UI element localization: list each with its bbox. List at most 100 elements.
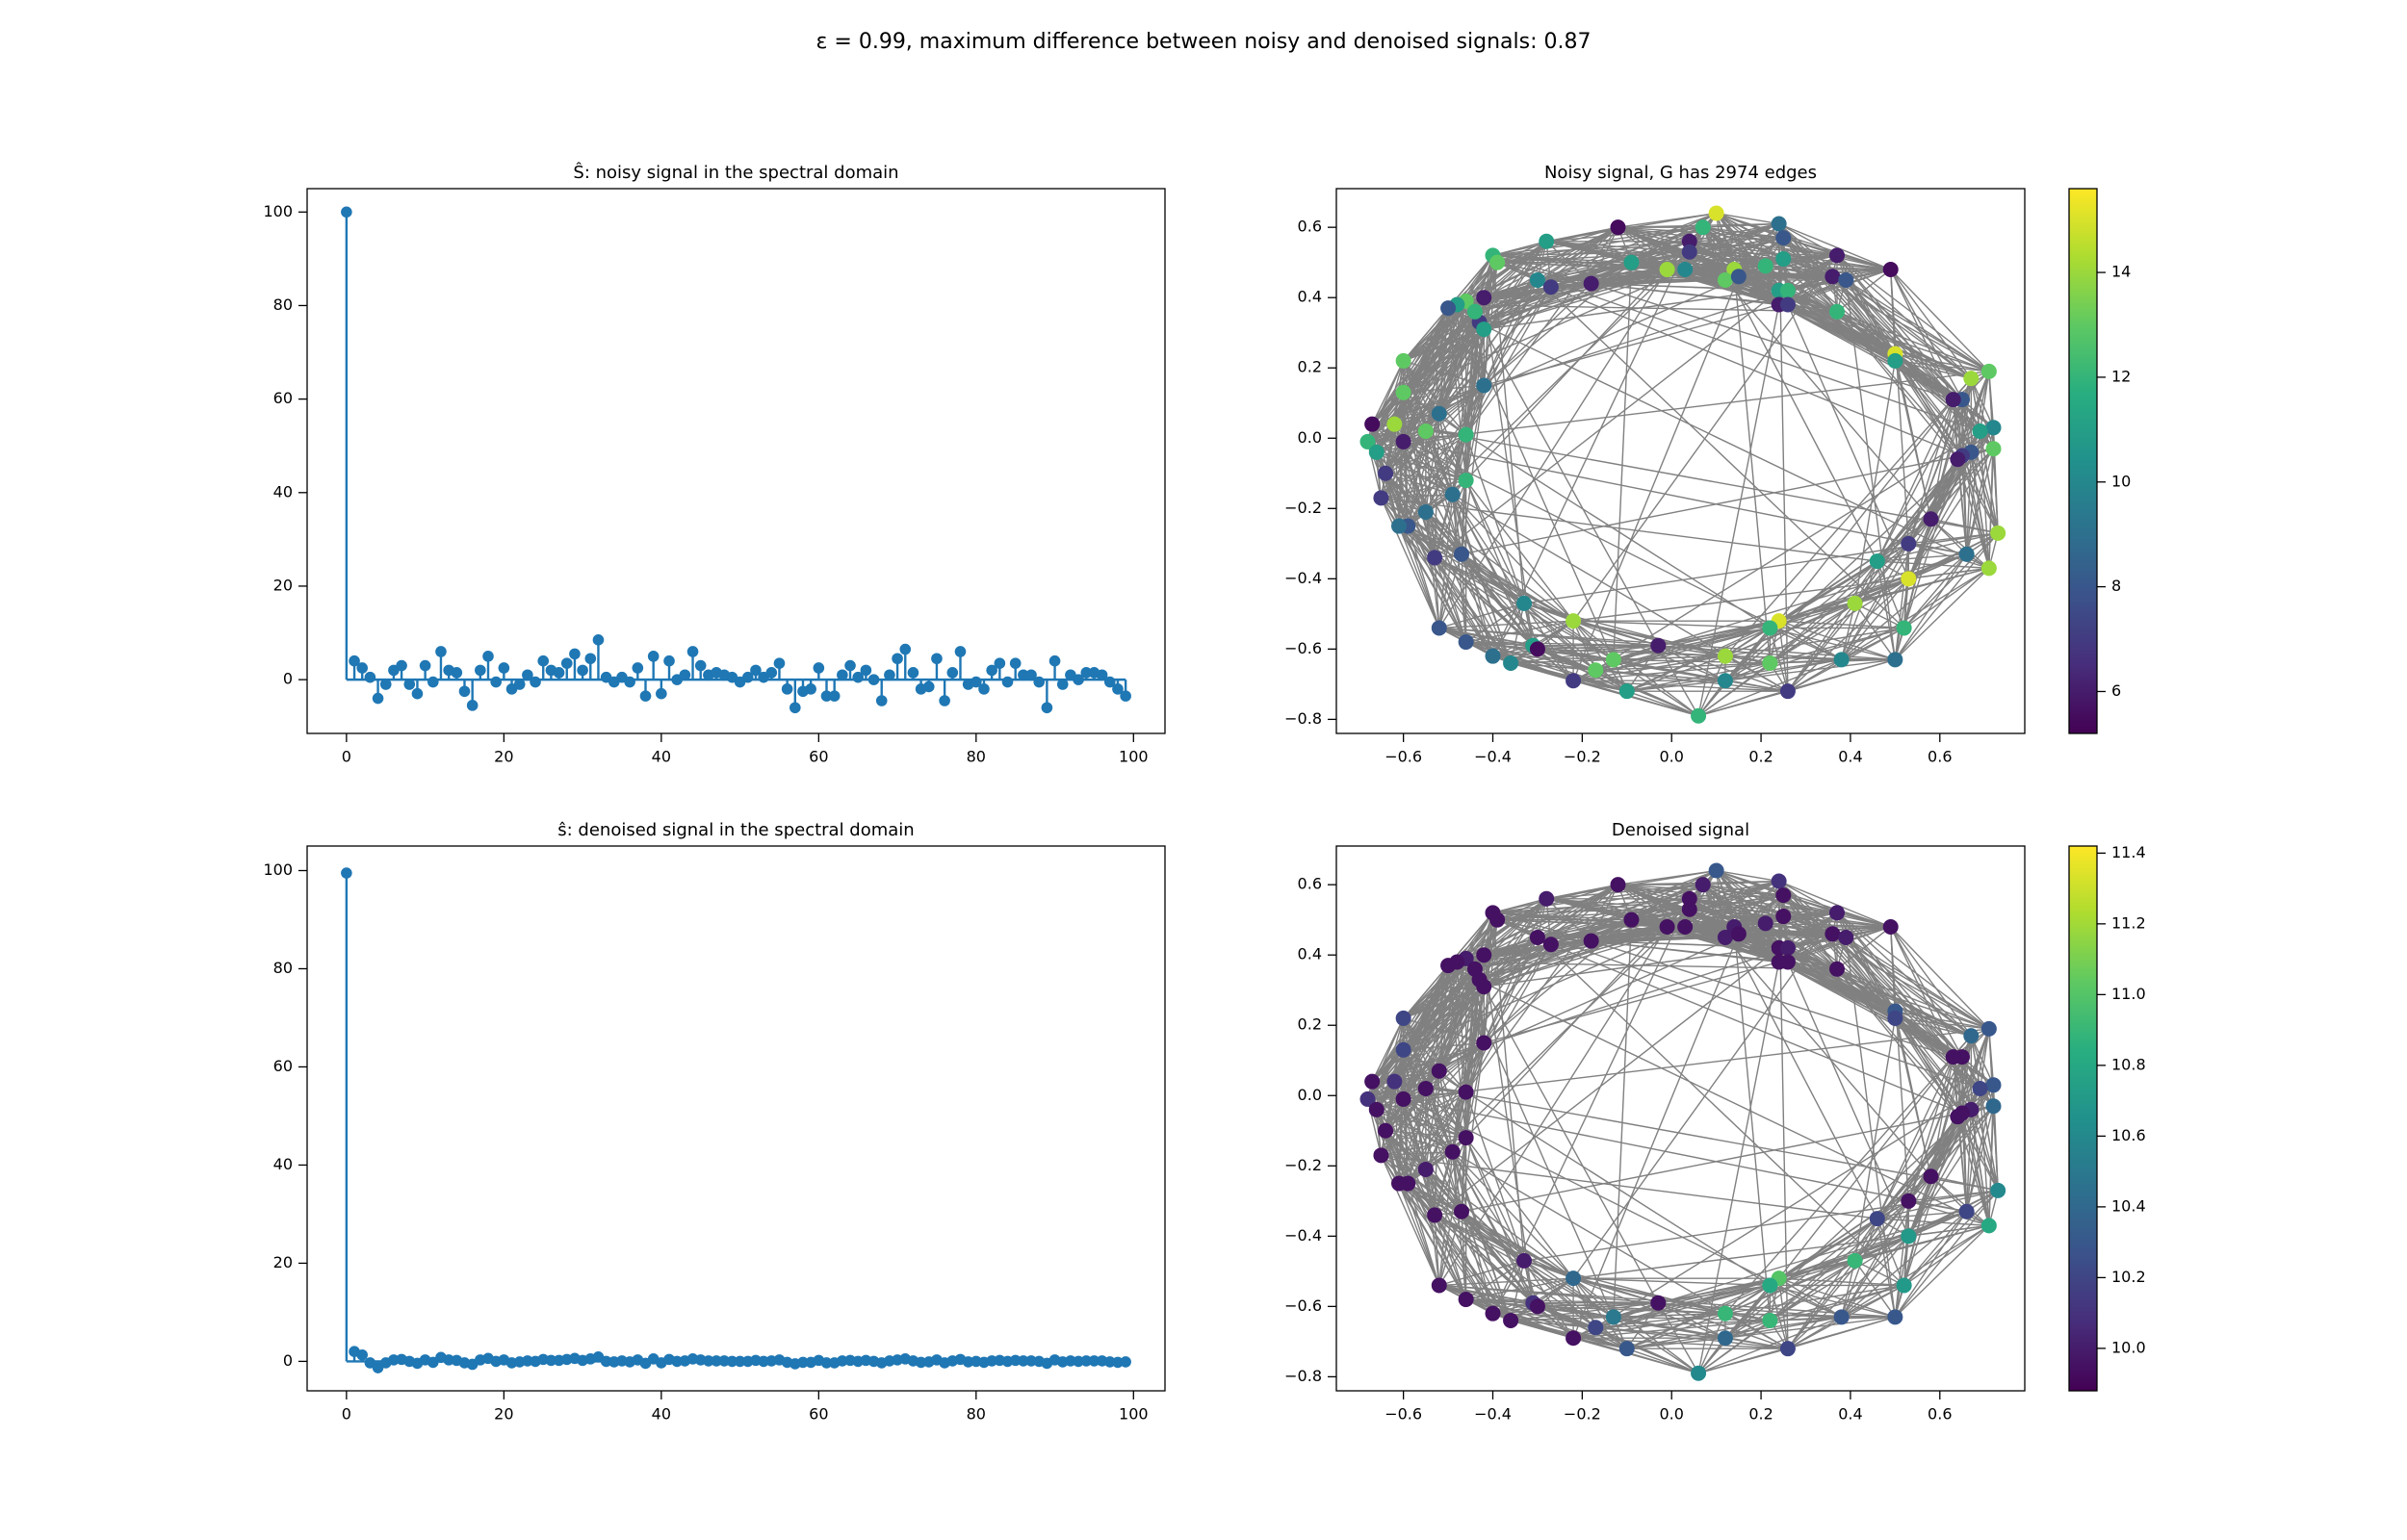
node [1829, 961, 1845, 977]
edge [1457, 303, 1838, 313]
x-tick-label: 0.4 [1838, 1405, 1862, 1424]
x-tick-label: 0.6 [1928, 1405, 1952, 1424]
edge [1398, 1091, 1467, 1184]
edge [1398, 434, 1467, 526]
edge [1537, 909, 1690, 938]
edge [1894, 360, 1972, 453]
edge [1394, 1080, 1999, 1192]
node [1444, 486, 1461, 502]
edge [1484, 241, 1690, 298]
node [1717, 648, 1733, 664]
x-tick-label: 100 [1119, 1405, 1149, 1424]
edge [1465, 1137, 1574, 1279]
edge [1483, 926, 1668, 988]
node [1417, 1161, 1434, 1177]
edge [1572, 680, 1627, 692]
node [1681, 233, 1697, 249]
x-tick-label: 0 [342, 748, 351, 766]
y-tick-label: 80 [273, 959, 293, 977]
edge [1689, 237, 1784, 253]
stem-marker [1073, 674, 1084, 685]
edge [1438, 311, 1476, 414]
stem-marker [867, 674, 880, 685]
node [1373, 1147, 1389, 1164]
edge [1903, 567, 1990, 629]
edge [1425, 1088, 1467, 1139]
edge [1376, 1109, 1466, 1139]
edge [1381, 1154, 1877, 1219]
stem-marker [522, 669, 533, 681]
edge [1572, 680, 1699, 717]
node [1963, 371, 1980, 387]
edge [1876, 560, 1989, 570]
edge [1787, 961, 1838, 970]
node [1887, 352, 1903, 369]
node [1869, 1211, 1885, 1227]
edge [1724, 451, 1972, 681]
stem-marker [349, 654, 360, 667]
node [1542, 279, 1559, 295]
node [1972, 423, 1988, 439]
node [1825, 269, 1841, 285]
edge [1447, 964, 1990, 1227]
node [1659, 918, 1675, 935]
stem-marker [884, 669, 895, 681]
edge [1930, 518, 1999, 534]
edge [1381, 497, 1427, 513]
stem-marker [954, 646, 967, 657]
node [1458, 634, 1474, 651]
edge [1407, 526, 1539, 650]
edge [1381, 479, 1466, 500]
edge [1618, 226, 1686, 270]
x-tick-label: 60 [809, 1405, 828, 1424]
edge [1724, 1035, 1972, 1315]
edge [1367, 1098, 1466, 1139]
node [1887, 1309, 1903, 1325]
node [1395, 1091, 1411, 1107]
edge [1537, 926, 1668, 938]
edge [1836, 311, 1958, 460]
edge [1778, 222, 1891, 270]
edge [1546, 898, 1690, 911]
x-tick-label: 80 [967, 1405, 986, 1424]
stem-marker [773, 657, 786, 669]
edge [1787, 304, 1909, 579]
stem-marker [892, 653, 903, 665]
node [1485, 648, 1501, 664]
edge [1992, 1106, 1999, 1191]
edge [1438, 1211, 1462, 1286]
node [1368, 1101, 1385, 1117]
stem-marker [946, 667, 959, 679]
edge [1724, 1316, 1896, 1339]
edge [1658, 645, 1789, 692]
edge [1903, 532, 1999, 629]
edge [1403, 964, 1449, 1019]
node [1359, 1091, 1376, 1107]
edge [1724, 603, 1855, 657]
stem-marker [356, 662, 369, 674]
edge [1903, 1224, 1990, 1287]
edge [1474, 286, 1552, 313]
node [1838, 271, 1854, 288]
stem-marker [978, 683, 990, 695]
edge [1894, 553, 1968, 660]
stem-marker [931, 653, 943, 665]
edge [1907, 398, 1963, 545]
edge [1372, 1070, 1439, 1083]
edge [1537, 648, 1628, 692]
edge [1523, 603, 1615, 660]
stem-marker [435, 646, 447, 657]
edge [1841, 567, 1990, 660]
colorbar-tick-label: 10 [2111, 472, 2131, 490]
stem-marker [875, 695, 888, 706]
stem-marker [560, 657, 573, 669]
edge [1979, 430, 1999, 533]
node [1990, 1182, 2006, 1198]
edge [1465, 1091, 1771, 1287]
edge [1626, 1313, 1726, 1349]
edge [1724, 1109, 1972, 1339]
edge [1894, 1190, 1999, 1318]
edge [1376, 433, 1466, 453]
edge [1626, 1348, 1699, 1374]
edge [1550, 943, 1963, 1115]
